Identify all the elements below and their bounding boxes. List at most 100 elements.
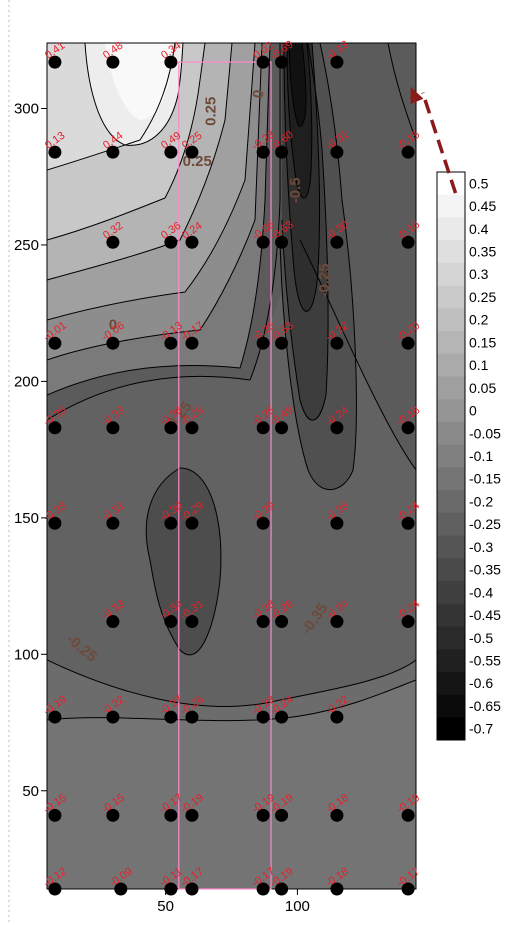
colorbar-label: -0.65: [469, 698, 501, 714]
colorbar-swatch: [437, 421, 465, 445]
data-point: [401, 421, 415, 435]
colorbar-label: -0.2: [469, 493, 493, 509]
data-point: [275, 421, 289, 435]
colorbar-swatch: [437, 603, 465, 627]
data-point: [185, 516, 199, 530]
highlight-rect: [178, 61, 272, 890]
data-point: [256, 145, 270, 159]
data-point: [401, 808, 415, 822]
data-point: [330, 710, 344, 724]
colorbar-swatch: [437, 717, 465, 741]
colorbar-swatch: [437, 331, 465, 355]
data-point: [48, 808, 62, 822]
colorbar-swatch: [437, 490, 465, 514]
colorbar-label: 0.3: [469, 266, 489, 282]
data-point: [330, 235, 344, 249]
colorbar-label: -0.3: [469, 539, 493, 555]
colorbar-swatch: [437, 285, 465, 309]
arrow-head: [410, 86, 424, 105]
colorbar-swatch: [437, 467, 465, 491]
colorbar-swatch: [437, 558, 465, 582]
data-point: [106, 710, 120, 724]
colorbar-frame: [436, 171, 466, 741]
data-point: [401, 516, 415, 530]
data-point: [256, 710, 270, 724]
data-point: [256, 336, 270, 350]
y-tick-label: 150: [14, 510, 39, 527]
data-point: [256, 615, 270, 629]
data-point: [106, 615, 120, 629]
data-point: [106, 336, 120, 350]
data-point: [164, 336, 178, 350]
data-point: [401, 882, 415, 896]
data-point: [164, 145, 178, 159]
data-point: [256, 55, 270, 69]
data-point: [185, 421, 199, 435]
data-point: [256, 808, 270, 822]
data-point: [164, 882, 178, 896]
data-point: [330, 145, 344, 159]
colorbar-label: 0: [469, 403, 477, 419]
contour-label: 0: [250, 88, 268, 99]
colorbar-label: -0.25: [469, 516, 501, 532]
colorbar-label: 0.25: [469, 289, 496, 305]
data-point: [164, 615, 178, 629]
data-point: [185, 808, 199, 822]
y-tick-label: 50: [22, 783, 39, 800]
colorbar-swatch: [437, 353, 465, 377]
colorbar-label: -0.6: [469, 675, 493, 691]
colorbar-label: 0.35: [469, 244, 496, 260]
data-point: [275, 710, 289, 724]
data-point: [330, 336, 344, 350]
data-point: [114, 882, 128, 896]
y-tick-label: 200: [14, 373, 39, 390]
highlight-region: [178, 61, 272, 890]
data-point: [106, 235, 120, 249]
data-point: [106, 145, 120, 159]
data-point: [256, 516, 270, 530]
colorbar-label: 0.5: [469, 175, 489, 191]
colorbar-swatch: [437, 262, 465, 286]
x-axis: 50 100: [157, 889, 310, 915]
data-point: [330, 421, 344, 435]
data-point: [106, 55, 120, 69]
data-point: [330, 615, 344, 629]
data-point: [330, 516, 344, 530]
arrow-annotation: [410, 86, 458, 194]
data-point: [256, 882, 270, 896]
data-point: [256, 235, 270, 249]
colorbar-label: 0.45: [469, 198, 496, 214]
data-point: [106, 516, 120, 530]
data-point: [275, 882, 289, 896]
data-points: [48, 55, 415, 896]
data-point: [401, 145, 415, 159]
colorbar-label: 0.4: [469, 221, 489, 237]
data-point: [185, 235, 199, 249]
contour-label: -0.25: [316, 263, 333, 297]
data-point: [401, 615, 415, 629]
colorbar-label: 0.1: [469, 357, 489, 373]
data-point: [330, 55, 344, 69]
colorbar-label: -0.4: [469, 584, 493, 600]
data-point: [256, 421, 270, 435]
colorbar-swatch: [437, 580, 465, 604]
colorbar-swatch: [437, 649, 465, 673]
data-point: [401, 336, 415, 350]
data-point: [330, 882, 344, 896]
colorbar-label: -0.35: [469, 562, 501, 578]
y-axis: 50 100 150 200 250 300: [14, 100, 47, 800]
contour-label: 0.25: [203, 97, 220, 126]
data-point: [48, 55, 62, 69]
data-point: [330, 808, 344, 822]
data-point: [48, 336, 62, 350]
data-point: [275, 235, 289, 249]
colorbar-swatch: [437, 535, 465, 559]
colorbar-swatch: [437, 694, 465, 718]
data-point: [185, 615, 199, 629]
colorbar-label: -0.45: [469, 607, 501, 623]
colorbar-swatch: [437, 626, 465, 650]
y-tick-label: 250: [14, 237, 39, 254]
data-point: [275, 336, 289, 350]
data-point: [275, 145, 289, 159]
